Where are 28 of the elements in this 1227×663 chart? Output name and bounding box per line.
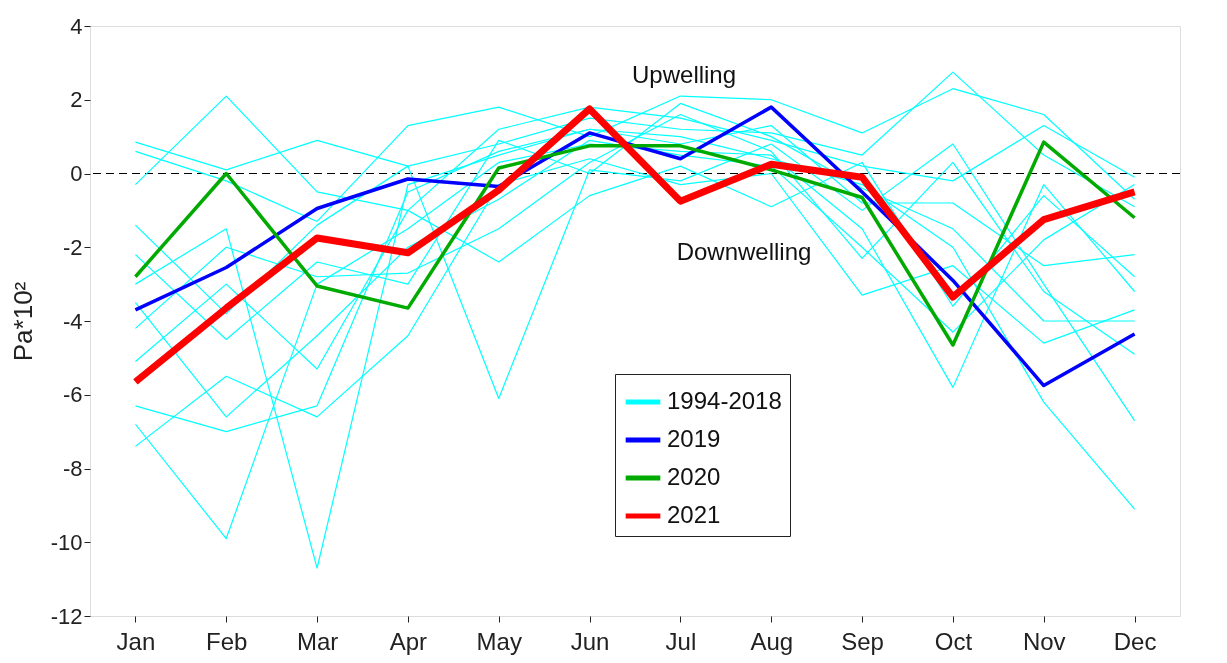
x-tick-label: Apr <box>389 627 428 655</box>
x-tick-label: Dec <box>1113 627 1157 655</box>
x-tick-label: Nov <box>1022 627 1066 655</box>
y-tick-label: -12 <box>50 603 83 629</box>
annotation: Downwelling <box>676 238 812 266</box>
x-tick-label: Mar <box>296 627 339 655</box>
x-tick-label: Jun <box>570 627 610 655</box>
x-tick-label: Aug <box>750 627 794 655</box>
x-tick-label: Jan <box>116 627 156 655</box>
y-tick-label: -4 <box>62 308 83 334</box>
x-tick-label: Jul <box>665 627 697 655</box>
y-tick-label: -6 <box>62 382 83 408</box>
x-tick-label: Oct <box>934 627 973 655</box>
annotation: Upwelling <box>632 61 737 89</box>
legend-label: 2020 <box>667 463 721 490</box>
y-tick-label: -2 <box>62 234 83 260</box>
y-axis-title: Pa*10² <box>7 281 38 362</box>
legend-label: 2021 <box>667 501 721 528</box>
y-tick-label: 4 <box>70 13 83 39</box>
x-tick-label: May <box>476 627 522 655</box>
x-tick-label: Sep <box>841 627 884 655</box>
y-tick-label: -10 <box>50 529 83 555</box>
y-tick-label: 0 <box>70 161 83 186</box>
legend-label: 1994-2018 <box>667 387 782 414</box>
y-tick-label: 2 <box>70 87 83 113</box>
y-tick-label: -8 <box>62 456 83 481</box>
legend-label: 2019 <box>667 425 721 452</box>
x-tick-label: Feb <box>206 627 248 655</box>
